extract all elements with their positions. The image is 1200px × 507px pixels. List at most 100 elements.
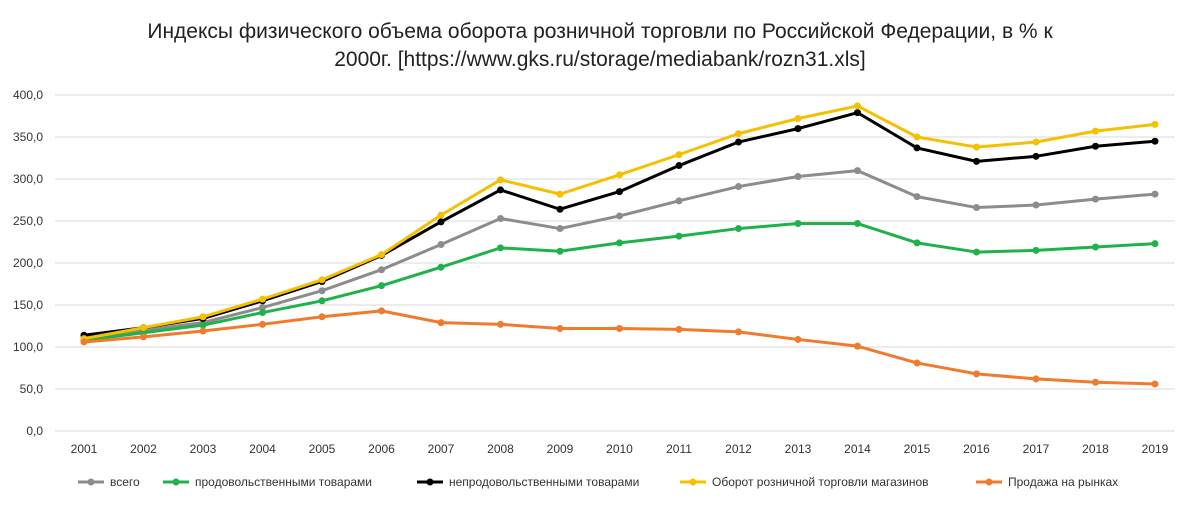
legend-marker [689, 478, 697, 486]
x-tick-label: 2008 [487, 442, 514, 456]
data-point [318, 297, 326, 305]
data-point [556, 225, 564, 233]
data-point [318, 313, 326, 321]
data-point [140, 324, 147, 332]
data-point [199, 327, 207, 335]
x-tick-label: 2002 [130, 442, 157, 456]
data-point [794, 335, 802, 343]
x-tick-label: 2018 [1082, 442, 1109, 456]
y-tick-label: 300,0 [13, 172, 43, 186]
data-point [80, 338, 88, 346]
data-point [259, 320, 266, 328]
x-tick-label: 2013 [785, 442, 812, 456]
y-tick-label: 50,0 [20, 382, 44, 396]
data-point [675, 325, 683, 333]
data-point [1092, 243, 1099, 251]
data-point [616, 325, 623, 333]
data-point [556, 325, 564, 333]
data-point [735, 225, 742, 233]
series-line [83, 169, 1156, 340]
data-point [973, 204, 980, 212]
data-point [1151, 380, 1159, 388]
data-point [735, 130, 742, 138]
data-point [1032, 246, 1040, 254]
legend-label: всего [110, 475, 140, 489]
data-point [973, 370, 980, 378]
x-tick-label: 2005 [309, 442, 336, 456]
x-tick-label: 2006 [368, 442, 395, 456]
x-tick-label: 2011 [666, 442, 692, 456]
legend-marker [172, 478, 180, 486]
data-point [1092, 127, 1099, 135]
data-point [675, 197, 683, 205]
data-point [794, 220, 802, 228]
data-point [1092, 378, 1099, 386]
y-tick-label: 150,0 [13, 298, 43, 312]
legend-label: непродовольственными товарами [449, 475, 639, 489]
y-tick-label: 400,0 [13, 88, 43, 102]
data-point [735, 328, 742, 336]
data-point [1032, 138, 1040, 146]
data-point [259, 295, 266, 303]
x-tick-label: 2014 [844, 442, 871, 456]
data-point [616, 212, 623, 220]
data-point [973, 157, 980, 165]
x-tick-label: 2010 [606, 442, 633, 456]
data-point [497, 176, 504, 184]
data-point [735, 138, 742, 146]
data-point [1151, 120, 1159, 128]
y-tick-label: 0,0 [26, 424, 43, 438]
data-point [437, 263, 445, 271]
data-point [556, 190, 564, 198]
data-point [437, 241, 445, 249]
data-point [318, 287, 326, 295]
data-point [497, 320, 504, 328]
x-tick-label: 2019 [1142, 442, 1169, 456]
data-point [140, 333, 147, 341]
data-point [378, 266, 385, 274]
data-point [794, 172, 802, 180]
chart-title: Индексы физического объема оборота розни… [100, 18, 1100, 74]
data-point [1151, 190, 1159, 198]
x-tick-label: 2004 [249, 442, 276, 456]
data-point [794, 115, 802, 123]
x-tick-label: 2016 [963, 442, 990, 456]
chart-title-line-1: Индексы физического объема оборота розни… [147, 20, 1053, 43]
data-point [616, 188, 623, 196]
data-point [913, 359, 921, 367]
data-point [1032, 152, 1040, 160]
data-point [437, 211, 445, 219]
data-point [259, 309, 266, 317]
x-tick-label: 2007 [428, 442, 455, 456]
data-point [437, 218, 445, 226]
data-point [794, 125, 802, 133]
data-point [854, 109, 861, 117]
series-line [83, 104, 1156, 341]
data-point [675, 151, 683, 159]
data-point [1032, 375, 1040, 383]
data-point [913, 133, 921, 141]
data-point [199, 321, 207, 329]
data-point [556, 205, 564, 213]
data-point [675, 232, 683, 240]
data-point [199, 313, 207, 321]
data-point [616, 239, 623, 247]
data-point [854, 220, 861, 228]
data-point [497, 186, 504, 194]
data-point [437, 319, 445, 327]
data-point [616, 171, 623, 179]
data-point [556, 247, 564, 255]
legend-label: Продажа на рынках [1008, 475, 1118, 489]
data-point [854, 102, 861, 110]
data-point [378, 282, 385, 290]
data-point [497, 244, 504, 252]
y-tick-label: 350,0 [13, 130, 43, 144]
legend-marker [87, 478, 95, 486]
data-point [1092, 195, 1099, 203]
data-point [1151, 137, 1159, 145]
legend-label: Оборот розничной торговли магазинов [712, 475, 929, 489]
data-point [913, 239, 921, 247]
data-point [378, 251, 385, 259]
y-tick-label: 250,0 [13, 214, 43, 228]
